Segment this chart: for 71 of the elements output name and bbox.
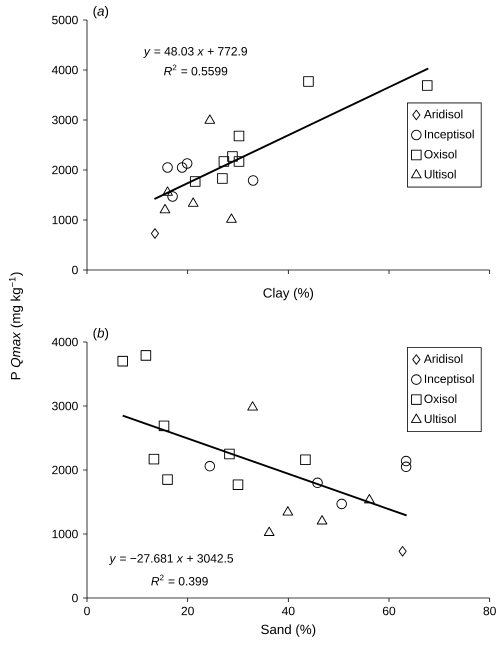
chart-title: (b) <box>93 328 108 340</box>
point <box>264 526 275 536</box>
x-tick-label: 40 <box>282 606 295 616</box>
point <box>224 448 235 460</box>
point <box>227 151 238 162</box>
point <box>300 454 311 466</box>
legend-label: Oxisol <box>424 394 456 404</box>
x-tick-label: 80 <box>484 606 496 616</box>
x-tick-label: 60 <box>382 606 396 616</box>
point <box>364 494 375 504</box>
point <box>140 350 152 361</box>
legend-label: Aridisol <box>424 354 462 364</box>
y-tick-label: 5000 <box>52 16 78 24</box>
legend-label: Inceptisol <box>424 130 474 141</box>
point <box>167 191 178 202</box>
point <box>400 456 412 466</box>
legend-label: Ultisol <box>424 414 456 424</box>
point <box>422 80 433 91</box>
y-tick-label: 0 <box>72 594 78 602</box>
point <box>162 162 173 173</box>
point <box>162 474 173 485</box>
point <box>204 114 216 124</box>
point <box>247 401 258 411</box>
point <box>400 462 412 472</box>
annotation: R$^{2}$ = 0.5599 <box>164 64 228 76</box>
point <box>148 454 160 464</box>
point <box>190 176 200 187</box>
point <box>150 228 160 239</box>
chart-title: (a) <box>93 6 108 18</box>
point <box>226 213 237 223</box>
x-axis-title: Clay (%) <box>263 288 314 300</box>
y-tick-label: 1000 <box>52 530 78 538</box>
legend-label: Inceptisol <box>424 374 474 386</box>
point <box>248 175 258 186</box>
legend-label: Ultisol <box>424 170 456 179</box>
point <box>316 515 328 524</box>
y-tick-label: 0 <box>72 266 78 274</box>
x-axis-title: Sand (%) <box>261 624 316 637</box>
y-axis-title: P Qmax (mg kg$^{−1}$) <box>8 272 24 380</box>
legend-label: Aridisol <box>424 110 462 118</box>
x-tick-label: 20 <box>182 606 194 616</box>
point <box>218 156 230 167</box>
point <box>312 478 323 488</box>
y-tick-label: 4000 <box>52 338 78 346</box>
point <box>398 546 407 557</box>
y-tick-label: 2000 <box>52 466 78 474</box>
point <box>336 498 347 510</box>
y-tick-label: 1000 <box>52 216 78 224</box>
legend-label: Oxisol <box>424 150 456 158</box>
annotation: y = 48.03 x + 772.9 <box>143 47 247 58</box>
annotation: R$^{2}$ = 0.399 <box>151 574 208 586</box>
point <box>232 479 244 490</box>
y-tick-label: 3000 <box>52 402 78 410</box>
point <box>162 186 173 196</box>
annotation: y = −27.681 x + 3042.5 <box>108 554 234 566</box>
point <box>282 506 294 516</box>
y-tick-label: 2000 <box>52 166 78 174</box>
y-tick-label: 3000 <box>52 116 78 124</box>
y-tick-label: 4000 <box>52 66 78 74</box>
point <box>160 204 170 214</box>
point <box>182 158 192 169</box>
point <box>188 197 199 207</box>
point <box>158 420 170 432</box>
point <box>117 356 128 366</box>
point <box>234 130 244 142</box>
x-tick-label: 0 <box>84 606 90 616</box>
point <box>204 460 216 472</box>
point <box>303 76 314 87</box>
point <box>234 156 244 167</box>
point <box>217 173 228 184</box>
point <box>176 162 188 173</box>
